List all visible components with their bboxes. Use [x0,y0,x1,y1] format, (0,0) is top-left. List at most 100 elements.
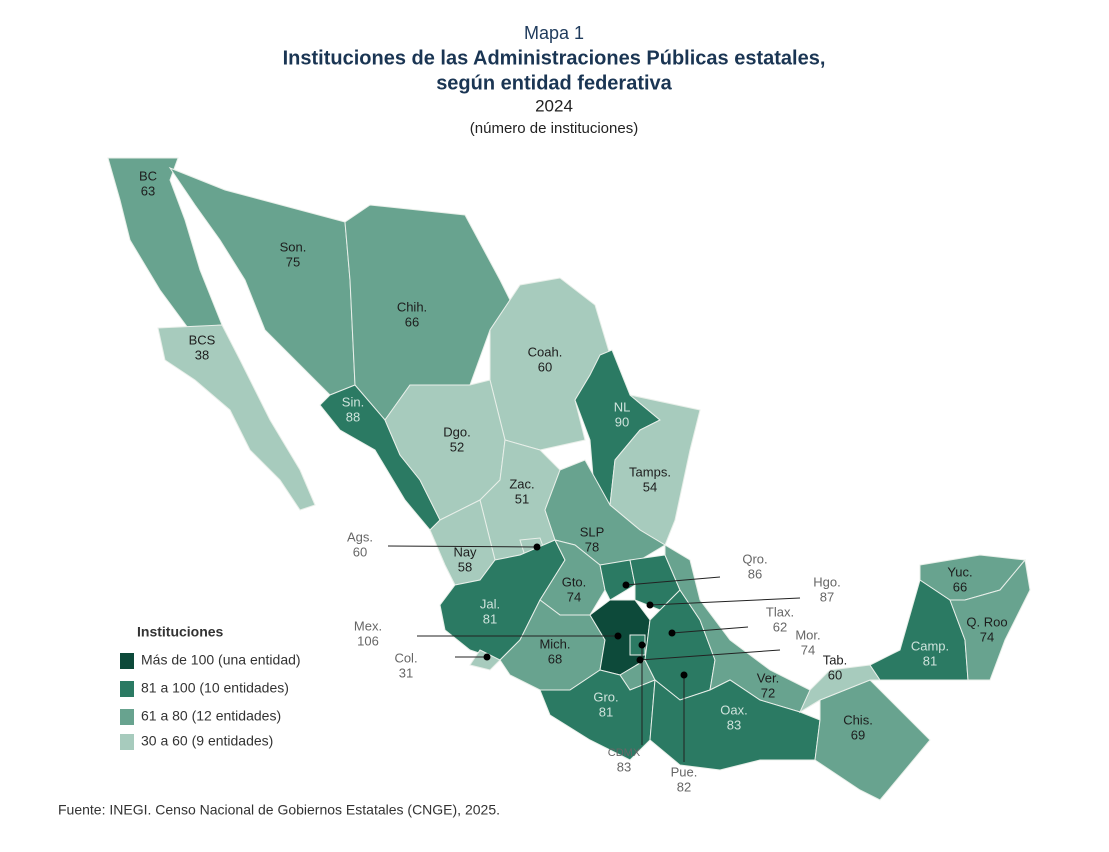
state-value: 82 [677,779,691,794]
state-value: 52 [450,439,464,454]
legend: Instituciones Más de 100 (una entidad) 81… [120,624,301,750]
state-value: 86 [748,566,762,581]
state-value: 74 [980,629,994,644]
state-value: 81 [483,611,497,626]
kicker: Mapa 1 [524,23,584,43]
state-value: 62 [773,619,787,634]
state-value: 51 [515,491,529,506]
state [629,634,646,656]
state-name: Dgo. [443,424,470,439]
state-value: 74 [567,589,581,604]
state-value: 69 [851,727,865,742]
leader-dot [646,601,654,609]
legend-swatch [120,734,134,750]
state-value: 81 [923,653,937,668]
state-value: 60 [828,667,842,682]
leader-line [671,626,749,634]
year: 2024 [535,96,573,115]
state-value: 74 [801,642,815,657]
legend-swatch [120,709,134,725]
state-value: 58 [458,559,472,574]
unit: (número de instituciones) [470,120,638,137]
state-name: Coah. [528,344,563,359]
state-name: Nay [453,544,477,559]
state [344,204,511,421]
labels: BC63BCS38Son.75Chih.66Coah.60NL90Tamps.5… [139,168,1008,794]
state-name: Hgo. [813,574,840,589]
leader-dot [638,641,646,649]
state-value: 88 [346,409,360,424]
state-name: NL [614,399,631,414]
leader-dot [614,632,622,640]
state-name: Ags. [347,529,373,544]
leader-line [639,649,781,661]
leader-line [649,597,801,606]
state-name: Mex. [354,618,382,633]
state-value: 66 [953,579,967,594]
legend-swatch [120,681,134,697]
state-name: Son. [280,239,307,254]
state-name: Gto. [562,574,587,589]
state-name: Camp. [911,638,949,653]
state-value: 75 [286,254,300,269]
state [814,679,931,801]
leader-line [387,545,538,548]
state [168,166,356,396]
state-value: 106 [357,633,379,648]
legend-label: 30 a 60 (9 entidades) [141,733,273,749]
state-name: Pue. [671,764,698,779]
map [107,157,1031,801]
state-value: 54 [643,479,657,494]
leader-dot [483,653,491,661]
state-name: Ver. [757,670,779,685]
leader-dot [680,671,688,679]
legend-swatch [120,653,134,669]
leader-dot [622,581,630,589]
state-name: Col. [394,650,417,665]
state-name: Tab. [823,652,848,667]
leader-dot [533,543,541,551]
state-value: 31 [399,665,413,680]
state-name: Tlax. [766,604,794,619]
legend-label: 61 a 80 (12 entidades) [141,708,281,724]
state-name: Chis. [843,712,873,727]
state-name: Sin. [342,394,364,409]
leader-dot [636,656,644,664]
title-line: Instituciones de las Administraciones Pú… [283,47,826,69]
title-line: según entidad federativa [436,72,672,94]
state-value: 60 [353,544,367,559]
state-name: CDMX [608,747,641,759]
state-name: Tamps. [629,464,671,479]
state-name: Gro. [593,689,618,704]
legend-label: Más de 100 (una entidad) [141,652,301,668]
state-value: 68 [548,651,562,666]
state-name: BC [139,168,157,183]
state-value: 83 [727,717,741,732]
state-value: 83 [617,759,631,774]
state-name: Chih. [397,299,427,314]
state-name: Oax. [720,702,747,717]
state [157,324,316,511]
state [949,558,1031,681]
state-name: Zac. [509,476,534,491]
state [599,559,636,601]
state [469,649,501,671]
state-name: Jal. [480,596,500,611]
state-name: Qro. [742,551,767,566]
state-value: 38 [195,347,209,362]
leader-dot [668,629,676,637]
state-name: Mor. [795,627,820,642]
legend-label: 81 a 100 (10 entidades) [141,680,289,696]
state-name: Yuc. [947,564,972,579]
legend-title: Instituciones [137,624,224,640]
state-value: 81 [599,704,613,719]
source: Fuente: INEGI. Censo Nacional de Gobiern… [58,802,500,818]
state-value: 87 [820,589,834,604]
state-value: 72 [761,685,775,700]
state-value: 60 [538,359,552,374]
state-name: Q. Roo [966,614,1007,629]
state-value: 63 [141,183,155,198]
state-value: 78 [585,539,599,554]
state-name: SLP [580,524,605,539]
